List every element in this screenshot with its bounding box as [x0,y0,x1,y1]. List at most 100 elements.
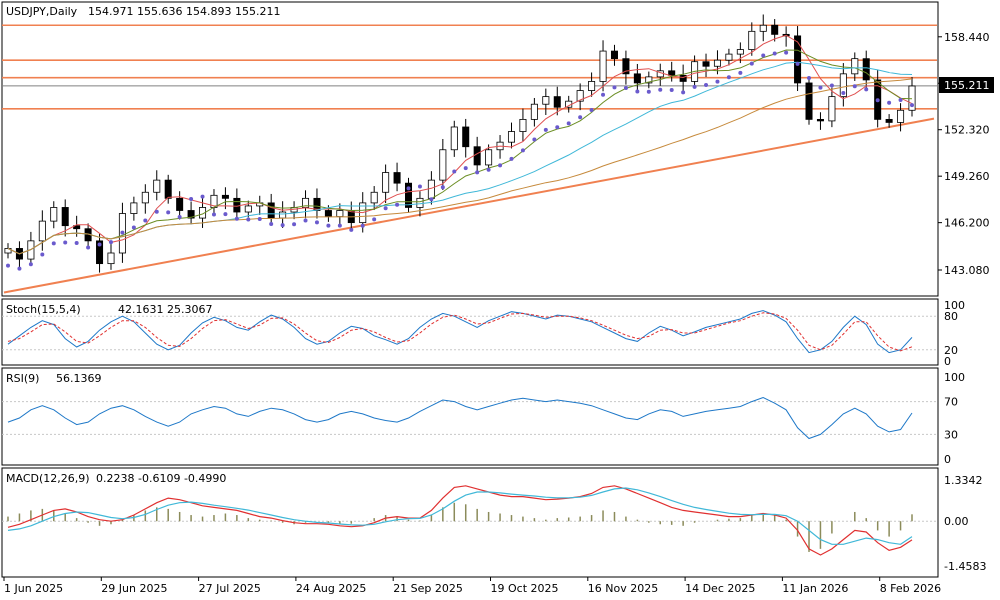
parabolic-sar-dot [532,137,537,142]
parabolic-sar-dot [63,240,68,245]
candle-body [816,118,824,122]
parabolic-sar-dot [852,84,857,89]
candle-body [748,30,756,50]
candle-body [336,210,344,217]
parabolic-sar-dot [40,252,45,257]
stoch-signal-line [7,312,913,352]
parabolic-sar-dot [269,222,274,227]
stoch-pane[interactable] [1,298,939,366]
macd-values: 0.2238 -0.6109 -0.4990 [96,472,226,485]
parabolic-sar-dot [108,240,113,245]
parabolic-sar-dot [143,218,148,223]
candle-body [851,58,859,75]
price-axis-label: 146.200 [944,217,990,230]
candle-body [141,191,149,204]
parabolic-sar-dot [452,169,457,174]
parabolic-sar-dot [635,89,640,94]
rsi-axis-label: 30 [944,428,958,441]
stoch-axis-label: 80 [944,310,958,323]
parabolic-sar-dot [131,225,136,230]
price-axis-label: 152.320 [944,124,990,137]
chart-title-ohlc: 154.971 155.636 154.893 155.211 [88,5,280,18]
parabolic-sar-dot [97,242,102,247]
candle-body [73,225,81,230]
candle-body [794,35,802,84]
parabolic-sar-dot [669,88,674,93]
parabolic-sar-dot [875,98,880,103]
candle-body [187,210,195,219]
candle-body [176,197,184,211]
parabolic-sar-dot [314,220,319,225]
candle-body [679,74,687,82]
parabolic-sar-dot [566,121,571,126]
parabolic-sar-dot [910,103,914,108]
parabolic-sar-dot [6,263,10,268]
parabolic-sar-dot [612,85,617,90]
parabolic-sar-dot [189,196,194,201]
candle-body [645,76,653,84]
candle-body [588,81,596,91]
x-axis-label: 16 Nov 2025 [588,582,658,595]
candle-body [382,172,390,193]
macd-axis-label: 0.00 [944,515,969,528]
candle-body [885,118,893,123]
candle-body [519,118,527,132]
parabolic-sar-dot [898,98,903,103]
price-axis-label: 143.080 [944,264,990,277]
candle-body [839,73,847,98]
candle-body [668,70,676,76]
parabolic-sar-dot [395,202,400,207]
candle-body [416,197,424,208]
candle-body [107,252,115,265]
parabolic-sar-dot [349,227,354,232]
candle-body [828,96,836,122]
macd-axis-label: 1.3342 [944,474,983,487]
stoch-title: Stoch(15,5,4) [6,303,81,316]
candle-body [622,58,630,75]
candle-body [164,179,172,199]
candle-body [862,58,870,81]
parabolic-sar-dot [303,218,308,223]
macd-line [7,485,913,556]
parabolic-sar-dot [726,75,731,80]
candle-body [130,202,138,214]
candle-body [771,24,779,35]
parabolic-sar-dot [486,167,491,172]
parabolic-sar-dot [784,50,789,55]
parabolic-sar-dot [360,223,365,228]
price-axis-label: 158.440 [944,31,990,44]
rsi-pane[interactable] [1,367,939,466]
candle-body [805,82,813,120]
parabolic-sar-dot [463,166,468,171]
candle-body [736,49,744,55]
parabolic-sar-dot [383,206,388,211]
parabolic-sar-dot [166,210,171,215]
candle-body [633,73,641,84]
candle-body [507,131,516,143]
candle-body [38,220,46,242]
rsi-title: RSI(9) [6,372,39,385]
parabolic-sar-dot [440,185,445,190]
candle-body [244,205,252,213]
candle-body [473,146,481,166]
last-price-tag [939,77,994,93]
trendline [3,117,935,294]
candle-body [61,207,69,227]
parabolic-sar-dot [246,217,251,222]
macd-axis-label: -1.4583 [944,560,986,573]
rsi-axis-label: 0 [944,453,951,466]
parabolic-sar-dot [772,51,777,56]
parabolic-sar-dot [280,223,285,228]
candle-body [279,211,287,219]
candle-body [542,96,550,105]
parabolic-sar-dot [326,223,331,228]
parabolic-sar-dot [154,209,159,214]
parabolic-sar-dot [406,186,411,191]
parabolic-sar-dot [337,223,342,228]
candle-body [713,59,721,67]
parabolic-sar-dot [17,266,22,271]
parabolic-sar-dot [864,87,869,92]
macd-pane[interactable] [1,467,939,578]
candle-body [324,210,332,217]
